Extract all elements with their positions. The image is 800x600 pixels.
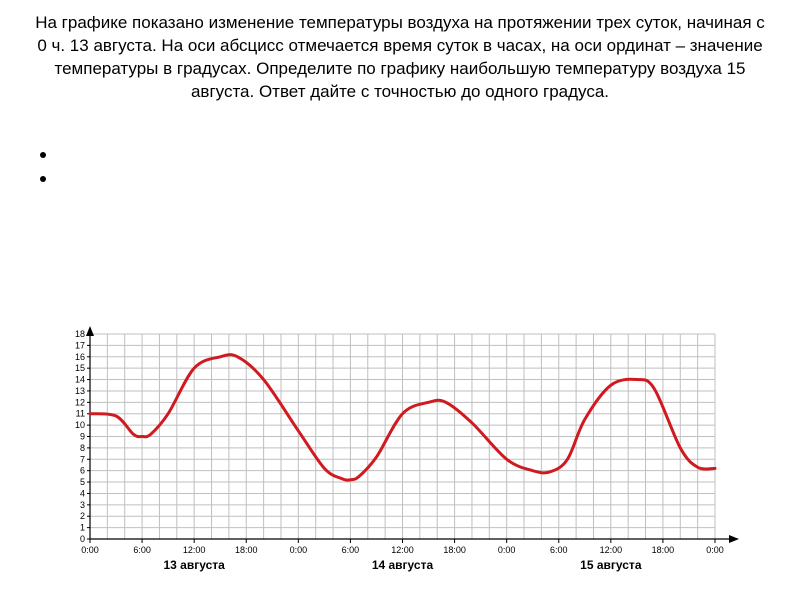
svg-text:0:00: 0:00	[706, 545, 724, 555]
svg-text:1: 1	[80, 523, 85, 533]
svg-text:0:00: 0:00	[498, 545, 516, 555]
svg-text:0:00: 0:00	[290, 545, 308, 555]
svg-text:8: 8	[80, 443, 85, 453]
svg-text:11: 11	[76, 409, 85, 419]
svg-text:18:00: 18:00	[652, 545, 675, 555]
bullet-dot	[40, 176, 46, 182]
svg-text:6: 6	[80, 466, 85, 476]
svg-text:16: 16	[75, 352, 85, 362]
chart-svg: 01234567891011121314151617180:006:0012:0…	[50, 324, 750, 584]
svg-text:14: 14	[75, 375, 85, 385]
svg-text:12:00: 12:00	[183, 545, 206, 555]
svg-text:15 августа: 15 августа	[580, 558, 642, 572]
svg-text:6:00: 6:00	[550, 545, 568, 555]
svg-text:12:00: 12:00	[600, 545, 623, 555]
svg-text:7: 7	[80, 454, 85, 464]
svg-text:3: 3	[80, 500, 85, 510]
svg-text:13 августа: 13 августа	[163, 558, 225, 572]
svg-text:10: 10	[75, 420, 85, 430]
svg-text:18:00: 18:00	[235, 545, 258, 555]
svg-text:12: 12	[75, 397, 85, 407]
svg-text:18:00: 18:00	[443, 545, 466, 555]
problem-statement: На графике показано изменение температур…	[30, 12, 770, 104]
svg-text:14 августа: 14 августа	[372, 558, 434, 572]
bullet-dot	[40, 152, 46, 158]
svg-text:13: 13	[75, 386, 85, 396]
svg-text:12:00: 12:00	[391, 545, 414, 555]
svg-text:2: 2	[80, 511, 85, 521]
svg-text:17: 17	[75, 340, 85, 350]
svg-text:0: 0	[80, 534, 85, 544]
svg-text:0:00: 0:00	[81, 545, 99, 555]
svg-text:6:00: 6:00	[342, 545, 360, 555]
svg-text:5: 5	[80, 477, 85, 487]
svg-text:15: 15	[75, 363, 85, 373]
svg-text:4: 4	[80, 488, 85, 498]
svg-text:9: 9	[80, 432, 85, 442]
bullet-marks	[40, 134, 780, 200]
svg-text:18: 18	[75, 329, 85, 339]
svg-text:6:00: 6:00	[133, 545, 151, 555]
temperature-chart: 01234567891011121314151617180:006:0012:0…	[20, 200, 780, 584]
